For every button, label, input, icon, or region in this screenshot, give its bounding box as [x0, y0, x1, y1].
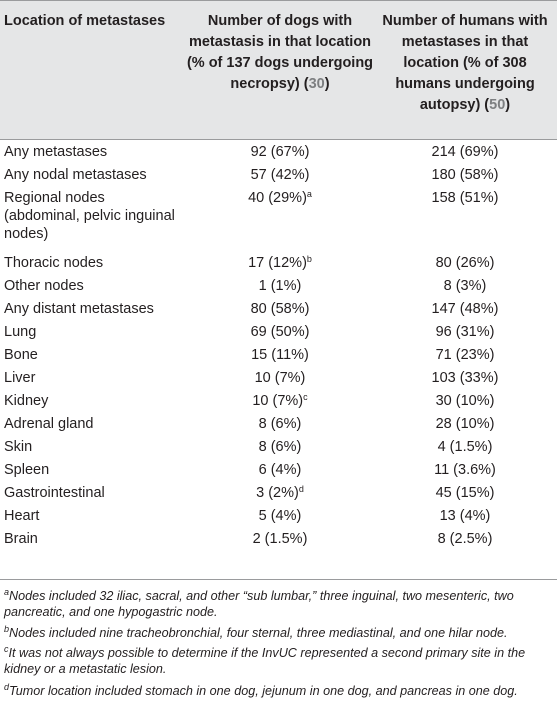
- cell-dogs-value: 10 (7%): [252, 393, 304, 409]
- cell-location: Bone: [4, 347, 38, 363]
- cell-dogs-value: 17 (12%): [248, 255, 307, 271]
- cell-dogs: 10 (7%)c: [185, 392, 375, 410]
- footnote-a: aNodes included 32 iliac, sacral, and ot…: [4, 588, 554, 620]
- cell-location: Brain: [4, 531, 38, 547]
- cell-dogs-value: 10 (7%): [254, 370, 306, 386]
- cell-dogs: 3 (2%)d: [185, 484, 375, 502]
- cell-humans: 158 (51%): [431, 190, 499, 206]
- cell-humans: 103 (33%): [431, 370, 499, 386]
- cell-humans: 214 (69%): [431, 144, 499, 160]
- cell-location: Any distant metastases: [4, 301, 154, 317]
- cell-dogs-value: 15 (11%): [251, 347, 309, 363]
- cell-dogs-value: 40 (29%): [248, 190, 307, 206]
- cell-dogs-value: 92 (67%): [250, 144, 310, 160]
- cell-dogs: 80 (58%): [185, 300, 375, 318]
- cell-dogs-value: 5 (4%): [258, 508, 302, 524]
- footnote-marker: b: [306, 254, 312, 264]
- cell-dogs-value: 8 (6%): [258, 416, 302, 432]
- cell-dogs-value: 8 (6%): [258, 439, 302, 455]
- cell-location: Adrenal gland: [4, 416, 94, 432]
- footnote-marker: d: [298, 484, 304, 494]
- cell-dogs-value: 3 (2%): [256, 485, 299, 501]
- header-dogs-label: Number of dogs with metastasis in that l…: [186, 13, 374, 92]
- cell-dogs-value: 69 (50%): [250, 324, 310, 340]
- cell-dogs: 5 (4%): [185, 507, 375, 525]
- footnote-mark: a: [4, 587, 10, 597]
- footnote-text: Nodes included nine tracheobronchial, fo…: [9, 626, 508, 640]
- reference-link-30[interactable]: 30: [308, 76, 325, 92]
- cell-humans: 8 (3%): [443, 278, 487, 294]
- cell-dogs: 17 (12%)b: [185, 254, 375, 272]
- footnote-mark: d: [4, 682, 10, 692]
- cell-location: Liver: [4, 370, 36, 386]
- cell-humans: 4 (1.5%): [437, 439, 493, 455]
- header-humans-close: ): [505, 97, 511, 113]
- cell-location: Skin: [4, 439, 33, 455]
- cell-dogs-value: 1 (1%): [258, 278, 302, 294]
- cell-humans: 147 (48%): [431, 301, 499, 317]
- footnote-d: dTumor location included stomach in one …: [4, 683, 554, 699]
- cell-location: Any nodal metastases: [4, 167, 147, 183]
- cell-humans: 45 (15%): [435, 485, 495, 501]
- footnote-marker: a: [306, 189, 312, 199]
- table-header: Location of metastases Number of dogs wi…: [0, 0, 557, 140]
- cell-dogs-value: 2 (1.5%): [252, 531, 308, 547]
- cell-humans: 8 (2.5%): [437, 531, 493, 547]
- header-location: Location of metastases: [4, 13, 166, 29]
- cell-dogs: 92 (67%): [185, 143, 375, 161]
- cell-dogs-value: 80 (58%): [250, 301, 310, 317]
- cell-dogs: 57 (42%): [185, 166, 375, 184]
- cell-dogs-value: 57 (42%): [250, 167, 310, 183]
- cell-location: Other nodes: [4, 278, 84, 294]
- footnote-mark: b: [4, 624, 10, 634]
- cell-humans: 30 (10%): [435, 393, 495, 409]
- footnote-c: cIt was not always possible to determine…: [4, 645, 554, 677]
- cell-location: Kidney: [4, 393, 49, 409]
- cell-humans: 180 (58%): [431, 167, 499, 183]
- table-bottom-rule: [0, 579, 557, 580]
- cell-dogs: 40 (29%)a: [185, 189, 375, 207]
- cell-dogs-value: 6 (4%): [258, 462, 302, 478]
- cell-location: Lung: [4, 324, 37, 340]
- footnote-text: Nodes included 32 iliac, sacral, and oth…: [4, 589, 514, 619]
- header-humans: Number of humans with metastases in that…: [374, 11, 556, 116]
- cell-location: Spleen: [4, 462, 50, 478]
- cell-dogs: 15 (11%): [185, 346, 375, 364]
- footnote-marker: c: [303, 392, 308, 402]
- cell-dogs: 8 (6%): [185, 415, 375, 433]
- header-dogs-close: ): [324, 76, 330, 92]
- cell-dogs: 6 (4%): [185, 461, 375, 479]
- cell-humans: 11 (3.6%): [434, 462, 496, 478]
- cell-humans: 71 (23%): [435, 347, 495, 363]
- cell-dogs: 69 (50%): [185, 323, 375, 341]
- cell-location: Gastrointestinal: [4, 485, 105, 501]
- cell-location: Thoracic nodes: [4, 255, 104, 271]
- cell-dogs: 10 (7%): [185, 369, 375, 387]
- cell-humans: 80 (26%): [435, 255, 495, 271]
- cell-location: Any metastases: [4, 144, 108, 160]
- cell-dogs: 2 (1.5%): [185, 530, 375, 548]
- cell-humans: 96 (31%): [435, 324, 495, 340]
- footnote-b: bNodes included nine tracheobronchial, f…: [4, 625, 554, 641]
- reference-link-50[interactable]: 50: [489, 97, 506, 113]
- footnote-mark: c: [4, 644, 9, 654]
- cell-humans: 28 (10%): [435, 416, 495, 432]
- header-humans-label: Number of humans with metastases in that…: [382, 13, 548, 113]
- cell-humans: 13 (4%): [439, 508, 491, 524]
- footnote-text: It was not always possible to determine …: [4, 646, 526, 676]
- cell-location: Heart: [4, 508, 40, 524]
- cell-location: Regional nodes (abdominal, pelvic inguin…: [4, 190, 175, 242]
- cell-dogs: 1 (1%): [185, 277, 375, 295]
- footnote-text: Tumor location included stomach in one d…: [9, 684, 518, 698]
- cell-dogs: 8 (6%): [185, 438, 375, 456]
- header-dogs: Number of dogs with metastasis in that l…: [185, 11, 375, 95]
